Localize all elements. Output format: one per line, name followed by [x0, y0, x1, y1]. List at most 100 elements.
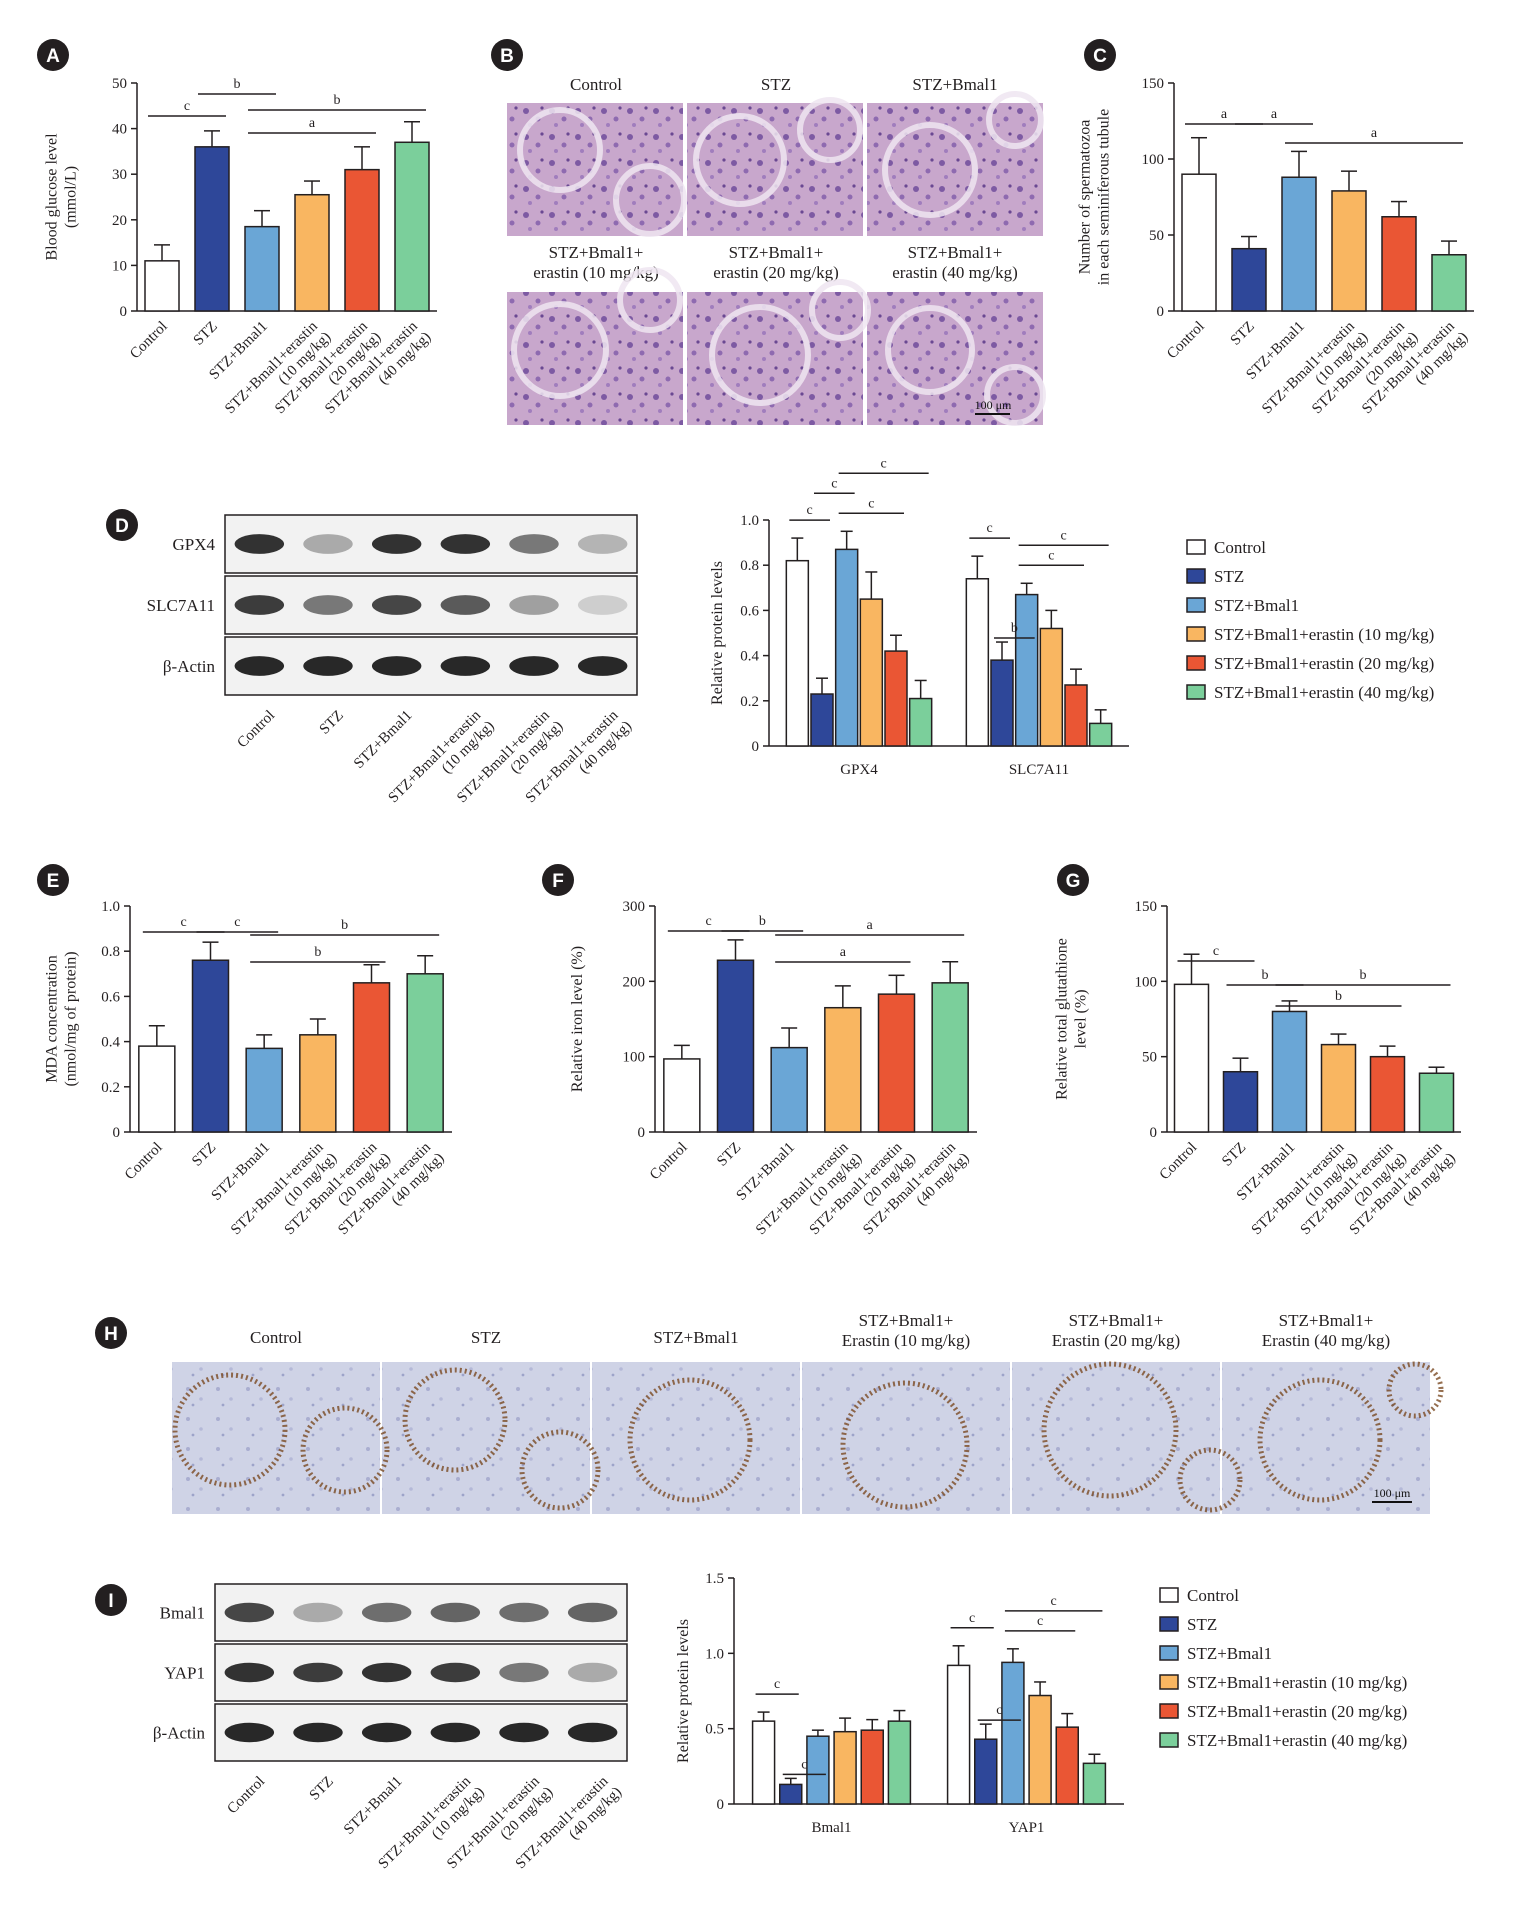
legend-swatch	[1159, 1587, 1179, 1603]
bar	[990, 659, 1014, 747]
blot-band	[361, 1722, 412, 1743]
significance-label: a	[867, 918, 874, 933]
x-tick-label: Control	[647, 1140, 691, 1184]
y-tick-label: 1.0	[740, 513, 759, 529]
svg-text:I: I	[108, 1591, 113, 1612]
panel-b-caption-stz: STZ	[761, 75, 791, 94]
blot-band	[567, 1602, 618, 1623]
chart-d-relative-protein-levels: 0 0.2 0.4 0.6 0.8 1.0 Relative protein levels G…	[709, 456, 1434, 778]
bar	[859, 598, 884, 747]
legend-swatch	[1159, 1616, 1179, 1632]
blot-lane-label: STZ+Bmal1	[341, 1774, 405, 1838]
blot-band	[361, 1602, 412, 1623]
bar	[138, 1045, 176, 1133]
blot-band	[293, 1602, 343, 1623]
blot-band	[430, 1662, 481, 1683]
panel-b-caption-bottom: STZ+Bmal1+ erastin (40 mg/kg)	[892, 243, 1018, 282]
bar	[1082, 1762, 1107, 1805]
panel-label-h: H	[95, 1317, 127, 1349]
y-tick-label: 0.6	[740, 603, 759, 619]
bar	[965, 578, 990, 747]
blot-band	[577, 595, 628, 615]
y-tick-label: 0	[1150, 1125, 1158, 1141]
significance-label: c	[234, 915, 240, 930]
bar	[244, 225, 280, 312]
legend-swatch	[1159, 1703, 1179, 1719]
legend-label: STZ+Bmal1+erastin (40 mg/kg)	[1187, 1731, 1407, 1750]
significance-label: c	[181, 915, 187, 930]
chart-g-total-glutathione: 0 50 100 150 Relative total glutathione level…	[1054, 899, 1461, 1238]
bar	[884, 650, 908, 747]
blot-band	[293, 1662, 343, 1683]
y-axis-title: MDA concentration (nmol/mg of protein)	[44, 951, 80, 1086]
blot-lane-label: STZ	[307, 1774, 337, 1804]
blot-lane-label: Control	[224, 1774, 268, 1818]
significance-label: a	[309, 116, 316, 131]
blot-band	[567, 1662, 618, 1683]
y-tick-label: 0.8	[740, 558, 759, 574]
svg-text:H: H	[104, 1324, 118, 1345]
panel-h-caption: STZ+Bmal1+ Erastin (20 mg/kg)	[1052, 1311, 1180, 1350]
ihc-image-control	[172, 1362, 380, 1514]
blot-band	[224, 1662, 275, 1683]
legend-label: STZ+Bmal1+erastin (40 mg/kg)	[1214, 683, 1434, 702]
blot-band	[499, 1662, 549, 1683]
legend-swatch	[1159, 1645, 1179, 1661]
y-tick-label: 0.2	[740, 694, 759, 710]
significance-label: a	[1371, 126, 1378, 141]
x-tick-label: STZ	[714, 1140, 744, 1170]
panel-h-caption: STZ+Bmal1	[653, 1328, 738, 1347]
blot-strip	[224, 575, 638, 635]
significance-label: b	[314, 945, 321, 960]
blot-row-label: β-Actin	[153, 1724, 206, 1743]
panel-label-b: B	[491, 39, 523, 71]
y-axis-title: Number of spermatozoa in each seminiferou…	[1077, 109, 1113, 285]
blot-strip	[214, 1643, 628, 1702]
bar	[877, 993, 916, 1133]
x-tick-label: STZ	[189, 1140, 219, 1170]
blot-strip	[224, 636, 638, 696]
x-tick-label: STZ	[1228, 319, 1258, 349]
blot-lane-label: STZ	[317, 708, 347, 738]
blot-strip	[224, 514, 638, 574]
blot-band	[567, 1722, 618, 1743]
x-tick-label: Control	[1157, 1140, 1201, 1184]
blot-band	[361, 1662, 412, 1683]
y-tick-label: 0	[638, 1125, 646, 1141]
blot-band	[440, 534, 491, 554]
panel-h-immunohistochemistry: Control STZ STZ+Bmal1 STZ+Bmal1+ Erastin (10…	[172, 1311, 1444, 1514]
svg-text:D: D	[115, 516, 129, 537]
y-tick-label: 30	[112, 167, 127, 183]
y-tick-label: 0	[752, 739, 760, 755]
blot-band	[430, 1722, 481, 1743]
significance-label: c	[774, 1677, 780, 1692]
significance-label: c	[807, 503, 813, 518]
bar	[1014, 593, 1039, 747]
panel-b-caption-bottom: STZ+Bmal1+ erastin (10 mg/kg)	[533, 243, 659, 282]
bar	[1039, 627, 1064, 747]
y-tick-label: 1.5	[705, 1571, 724, 1587]
panel-label-g: G	[1057, 864, 1089, 896]
bar	[887, 1720, 912, 1805]
x-group-label: GPX4	[840, 762, 878, 778]
bar	[1028, 1694, 1052, 1805]
blot-band	[440, 656, 491, 676]
bar	[1271, 1010, 1308, 1133]
legend-swatch	[1186, 539, 1206, 555]
blot-band	[499, 1602, 549, 1623]
significance-label: b	[1335, 989, 1342, 1004]
x-tick-label: Control	[122, 1140, 166, 1184]
y-tick-label: 100	[623, 1050, 646, 1066]
bar	[770, 1046, 808, 1133]
blot-band	[371, 534, 422, 554]
svg-text:F: F	[552, 871, 564, 892]
blot-row-label: SLC7A11	[147, 596, 215, 615]
ihc-image-erastin-20	[1012, 1362, 1220, 1514]
bar	[946, 1664, 971, 1805]
legend-swatch	[1186, 684, 1206, 700]
blot-band	[224, 1722, 275, 1743]
bar	[824, 1006, 862, 1133]
bar	[908, 697, 933, 747]
legend-swatch	[1186, 597, 1206, 613]
